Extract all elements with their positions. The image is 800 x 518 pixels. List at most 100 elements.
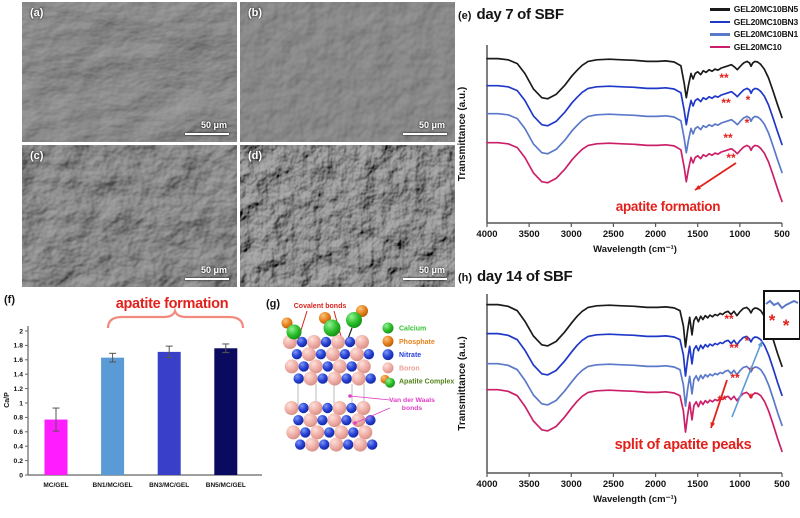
nitrate-sphere (298, 402, 309, 414)
annotation-arrow (694, 162, 737, 191)
boron-sphere (286, 425, 301, 440)
scale-bar-line-a (185, 133, 229, 135)
sem-image-d: (d) 50 μm (240, 145, 455, 287)
sem-image-b: (b) 50 μm (240, 2, 455, 142)
y-tick-label: 0.6 (14, 429, 24, 436)
y-tick-label: 1 (19, 400, 23, 407)
boron-sphere (284, 401, 299, 415)
nitrate-sphere (348, 427, 359, 438)
ftir-day7-title-text: day 7 of SBF (476, 6, 564, 23)
ftir-day7-title: (e) day 7 of SBF (458, 6, 564, 24)
nitrate-sphere (346, 402, 357, 414)
spectrum-curve-GEL20MC10BN3 (486, 332, 783, 397)
y-tick-label: 1.6 (14, 357, 24, 364)
x-tick-label: 3500 (519, 229, 540, 240)
peak-mark: * (746, 93, 751, 107)
y-axis-title: Transmittance (a.u.) (457, 336, 468, 430)
panel-label-f: (f) (4, 294, 15, 306)
panel-bar-chart: (f) apatite formation 0 0.2 0.4 0.6 0.8 1 1.2 1.… (0, 290, 292, 518)
peak-mark: ** (717, 393, 727, 407)
nitrate-sphere (346, 361, 357, 372)
phosphate-sphere (281, 317, 293, 329)
bar-BN5/MC/GEL (214, 348, 238, 475)
boron-sphere (334, 425, 349, 440)
boron-sphere (327, 413, 342, 428)
boron-sphere (351, 371, 366, 386)
bar-BN3/MC/GEL (157, 351, 181, 475)
x-tick-label: 4000 (476, 229, 497, 240)
panel-label-e: (e) (458, 10, 472, 22)
panel-label-d: (d) (248, 150, 263, 162)
legend-sphere-Nitrate (382, 349, 394, 361)
annotation-text: apatite formation (616, 199, 720, 214)
spectrum-curve-GEL20MC10BN1 (486, 362, 783, 427)
schematic-legend-label: Boron (399, 365, 420, 372)
sem-grid: (a) 50 μm (b) 50 μm (c) 50 μm (d) 50 μm (22, 2, 455, 287)
ftir-day7-plot: 4000 3500 3000 2500 2000 1500 1000 500 Wavelengt… (457, 45, 790, 255)
ftir-legend: GEL20MC10BN5 GEL20MC10BN3 GEL20MC10BN1 GEL2… (709, 3, 798, 53)
sem-texture-b (240, 2, 455, 142)
category-label: BN5/MC/GEL (206, 482, 246, 489)
x-axis-title: Wavelength (cm⁻¹) (593, 244, 677, 255)
legend-line-swatch (709, 20, 730, 23)
legend-label: GEL20MC10 (733, 41, 782, 52)
panel-label-a: (a) (30, 7, 44, 19)
boron-sphere (307, 335, 321, 349)
calcium-sphere (323, 319, 341, 337)
scale-bar-text-b: 50 μm (418, 120, 445, 130)
nitrate-sphere (300, 427, 311, 438)
peak-mark: ** (719, 71, 729, 85)
scale-bar-text-d: 50 μm (418, 265, 445, 275)
ftir-day14-plot: 4000 3500 3000 2500 2000 1500 1000 500 Wavelengt… (457, 290, 800, 505)
nitrate-sphere (317, 373, 328, 384)
boron-sphere (303, 371, 318, 386)
boron-sphere (356, 359, 371, 374)
x-tick-label: 500 (774, 479, 790, 490)
nitrate-sphere (324, 427, 335, 438)
x-tick-label: 1500 (687, 229, 708, 240)
brace (106, 307, 245, 329)
boron-sphere (308, 401, 323, 415)
inset-peak-mark: * (783, 316, 790, 335)
panel-label-h: (h) (458, 272, 473, 284)
x-tick-label: 3000 (561, 229, 582, 240)
nitrate-sphere (319, 439, 330, 450)
schematic-legend-label: Calcium (399, 326, 426, 333)
spectrum-curve-GEL20MC10 (486, 141, 783, 203)
x-tick-label: 2500 (603, 229, 624, 240)
boron-sphere (305, 437, 320, 452)
nitrate-sphere (295, 439, 306, 450)
nitrate-sphere (293, 373, 304, 384)
legend-calcium-sphere (385, 377, 395, 388)
schematic-legend-label: Phosphate (399, 339, 435, 346)
legend-line-swatch (709, 33, 730, 36)
peak-mark: ** (724, 312, 734, 326)
legend-item-GEL20MC10BN5: GEL20MC10BN5 (709, 3, 798, 16)
boron-sphere (355, 335, 369, 349)
inset-box (763, 290, 800, 340)
nitrate-sphere (363, 349, 375, 360)
boron-sphere (308, 359, 323, 374)
ca-p-bar-plot: apatite formation 0 0.2 0.4 0.6 0.8 1 1.2 1.4 1.6… (4, 296, 262, 489)
y-tick-label: 1.2 (14, 386, 24, 393)
nitrate-sphere (293, 415, 304, 426)
nitrate-sphere (322, 361, 333, 372)
boron-sphere (356, 401, 371, 415)
nitrate-sphere (296, 336, 308, 348)
scale-bar-line-d (403, 278, 447, 280)
y-tick-label: 0.2 (14, 458, 24, 465)
nitrate-sphere (343, 439, 354, 450)
sem-image-a: (a) 50 μm (22, 2, 237, 142)
nitrate-sphere (341, 373, 352, 384)
boron-sphere (284, 359, 299, 374)
boron-sphere (358, 425, 373, 440)
x-tick-label: 1500 (687, 479, 708, 490)
annotation-arrow (731, 340, 763, 418)
y-tick-label: 0.4 (14, 444, 24, 451)
y-tick-label: 1.4 (14, 372, 24, 379)
peak-mark: ** (726, 151, 736, 165)
scale-bar-text-a: 50 μm (200, 120, 227, 130)
vdw-pointer (349, 395, 391, 401)
